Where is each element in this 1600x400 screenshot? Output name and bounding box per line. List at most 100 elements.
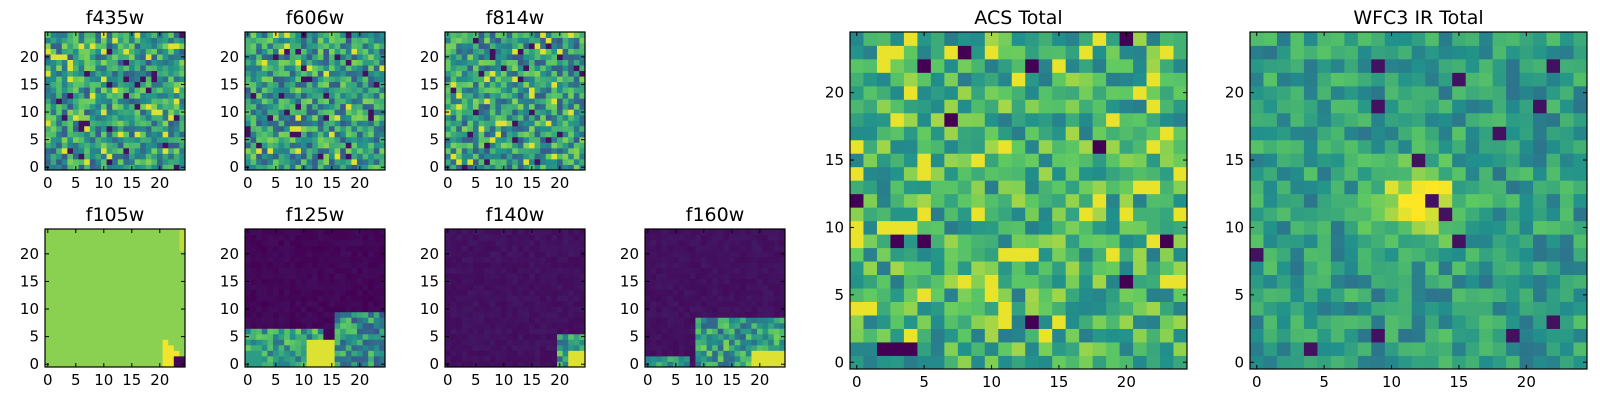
heatmap-cell <box>379 295 386 302</box>
heatmap-cell <box>723 333 730 340</box>
heatmap-cell <box>467 344 474 351</box>
heatmap-cell <box>684 262 691 269</box>
heatmap-cell <box>450 350 457 357</box>
heatmap-cell <box>445 262 451 269</box>
heatmap-cell <box>501 295 507 302</box>
x-tick-label: 10 <box>294 174 313 192</box>
heatmap-cell <box>1079 234 1094 249</box>
heatmap-cell <box>289 153 296 160</box>
heatmap-cell <box>445 87 451 94</box>
heatmap-cell <box>261 87 268 94</box>
heatmap-cell <box>312 300 319 307</box>
heatmap-cell <box>67 147 74 154</box>
heatmap-cell <box>723 322 730 329</box>
heatmap-cell <box>1106 315 1120 329</box>
heatmap-cell <box>495 158 502 165</box>
heatmap-cell <box>445 65 451 72</box>
heatmap-cell <box>1119 247 1134 262</box>
heatmap-cell <box>312 98 319 105</box>
heatmap-cell <box>289 125 296 132</box>
heatmap-cell <box>461 164 468 171</box>
heatmap-cell <box>456 120 463 127</box>
heatmap-cell <box>562 339 569 346</box>
heatmap-cell <box>173 339 180 346</box>
heatmap-cell <box>140 81 147 88</box>
heatmap-cell <box>768 234 775 241</box>
heatmap-cell <box>512 65 519 72</box>
heatmap-cell <box>723 278 730 285</box>
heatmap-cell <box>506 59 513 66</box>
heatmap-cell <box>278 234 285 241</box>
heatmap-cell <box>112 284 119 291</box>
heatmap-cell <box>529 350 535 357</box>
heatmap-cell <box>551 109 558 116</box>
heatmap-cell <box>473 37 479 44</box>
heatmap-cell <box>368 142 375 149</box>
heatmap-cell <box>267 234 274 241</box>
heatmap-cell <box>673 267 679 274</box>
heatmap-cell <box>1065 261 1080 276</box>
heatmap-cell <box>506 322 513 329</box>
heatmap-cell <box>573 240 580 246</box>
heatmap-cell <box>478 278 485 285</box>
heatmap-cell <box>273 339 279 346</box>
heatmap-cell <box>329 114 335 121</box>
heatmap-cell <box>245 92 251 99</box>
heatmap-cell <box>317 87 324 94</box>
heatmap-cell <box>512 54 519 60</box>
heatmap-cell <box>373 76 380 83</box>
heatmap-cell <box>312 278 319 285</box>
heatmap-cell <box>157 322 163 329</box>
heatmap-cell <box>312 339 319 346</box>
heatmap-cell <box>278 120 285 127</box>
heatmap-cell <box>461 256 468 263</box>
heatmap-cell <box>340 229 347 235</box>
heatmap-cell <box>678 229 685 235</box>
heatmap-cell <box>317 234 324 241</box>
heatmap-cell <box>495 153 502 160</box>
heatmap-cell <box>562 147 569 154</box>
heatmap-cell <box>445 43 451 49</box>
heatmap-cell <box>145 131 152 138</box>
heatmap-cell <box>757 355 763 362</box>
heatmap-cell <box>473 339 479 346</box>
heatmap-cell <box>267 350 274 357</box>
heatmap-cell <box>317 98 324 105</box>
heatmap-cell <box>450 289 457 296</box>
heatmap-cell <box>284 81 291 88</box>
heatmap-cell <box>323 70 330 77</box>
heatmap-cell <box>179 98 186 105</box>
heatmap-cell <box>145 262 152 269</box>
heatmap-cell <box>134 147 141 154</box>
heatmap-cell <box>579 142 586 149</box>
heatmap-cell <box>295 120 302 127</box>
heatmap-cell <box>84 136 91 143</box>
heatmap-cell <box>473 322 479 329</box>
heatmap-cell <box>445 70 451 77</box>
heatmap-cell <box>734 322 741 329</box>
heatmap-cell <box>706 289 713 296</box>
heatmap-cell <box>489 328 496 335</box>
heatmap-cell <box>106 284 113 291</box>
heatmap-cell <box>740 251 747 257</box>
heatmap-cell <box>73 289 79 296</box>
heatmap-cell <box>89 114 96 121</box>
heatmap-cell <box>1052 288 1067 302</box>
heatmap-cell <box>517 70 524 77</box>
heatmap-cell <box>323 300 330 307</box>
heatmap-cell <box>151 37 158 44</box>
heatmap-cell <box>261 142 268 149</box>
heatmap-cell <box>245 311 251 318</box>
heatmap-cell <box>95 267 102 274</box>
heatmap-cell <box>289 267 296 274</box>
heatmap-cell <box>173 59 180 66</box>
heatmap-cell <box>876 301 891 316</box>
heatmap-cell <box>701 267 707 274</box>
heatmap-cell <box>345 120 352 127</box>
heatmap-cell <box>473 262 479 269</box>
heatmap-cell <box>50 300 57 307</box>
heatmap-cell <box>145 350 152 357</box>
heatmap-cell <box>917 166 932 181</box>
heatmap-cell <box>540 317 547 324</box>
heatmap-cell <box>157 48 163 55</box>
